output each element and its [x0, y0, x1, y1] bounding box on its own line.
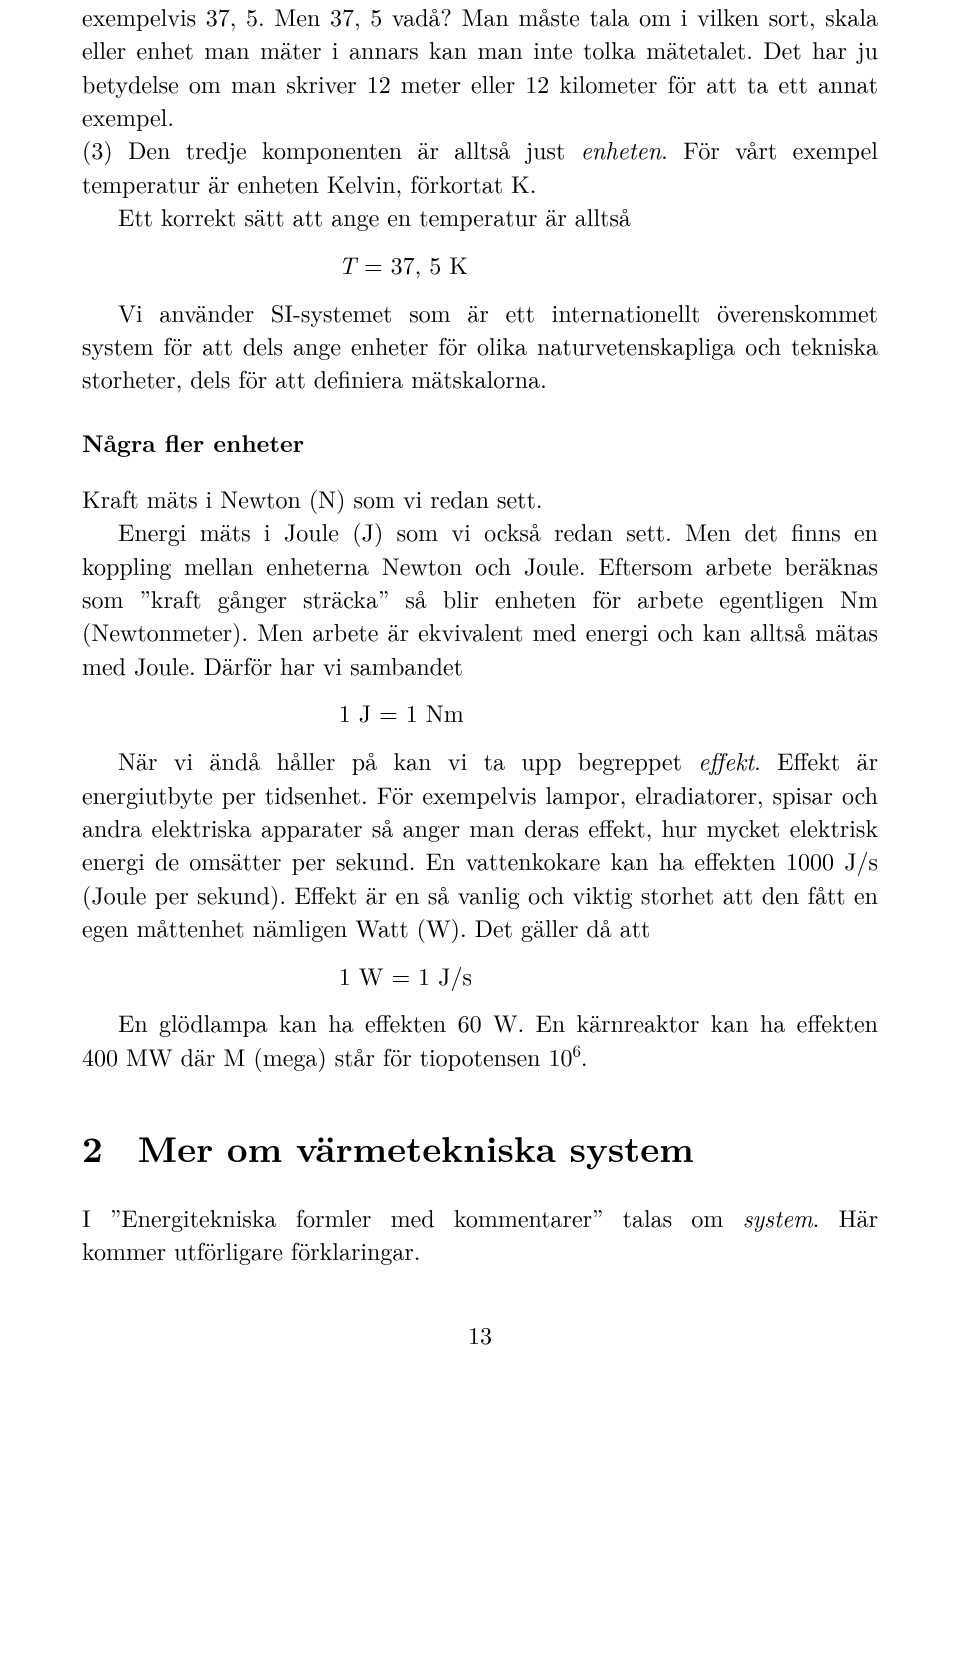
section-number: 2	[82, 1122, 138, 1172]
paragraph-intro: exempelvis 37, 5. Men 37, 5 vadå? Man må…	[82, 0, 878, 133]
eq-text: 1 J = 1 Nm	[339, 695, 464, 729]
heading-more-units: Några fler enheter	[82, 427, 878, 460]
text: När vi ändå håller på kan vi ta upp begr…	[118, 743, 698, 777]
paragraph-joule: Energi mäts i Joule (J) som vi också red…	[82, 515, 878, 682]
paragraph-component-3: (3) Den tredje komponenten är alltså jus…	[82, 133, 878, 200]
paragraph-system-intro: I ”Energitekniska formler med kommentare…	[82, 1201, 878, 1268]
equation-watt: 1 W = 1 J/s	[82, 959, 878, 992]
paragraph-lamp: En glödlampa kan ha effekten 60 W. En kä…	[82, 1006, 878, 1073]
paragraph-effekt: När vi ändå håller på kan vi ta upp begr…	[82, 744, 878, 944]
italic-term-system: system	[743, 1200, 813, 1234]
page-number: 13	[82, 1318, 878, 1351]
text: .	[581, 1039, 588, 1073]
eq-var: T	[339, 247, 356, 281]
text: I ”Energitekniska formler med kommentare…	[82, 1200, 743, 1234]
section-title: Mer om värmetekniska system	[138, 1121, 694, 1173]
italic-term-enheten: enheten	[581, 132, 661, 166]
paragraph-newton: Kraft mäts i Newton (N) som vi redan set…	[82, 482, 878, 515]
section-heading: 2Mer om värmetekniska system	[82, 1122, 878, 1172]
text: (3) Den tredje komponenten är alltså jus…	[82, 132, 581, 166]
equation-temperature: T = 37, 5 K	[82, 248, 878, 281]
eq-text: 1 W = 1 J/s	[339, 958, 472, 992]
eq-unit: K	[449, 247, 468, 281]
superscript-6: 6	[572, 1038, 580, 1062]
paragraph-si: Vi använder SI-systemet som är ett inter…	[82, 296, 878, 396]
text: En glödlampa kan ha effekten 60 W. En kä…	[82, 1005, 878, 1072]
paragraph-lead-eq1: Ett korrekt sätt att ange en temperatur …	[82, 200, 878, 233]
italic-term-effekt: effekt	[698, 743, 754, 777]
page: exempelvis 37, 5. Men 37, 5 vadå? Man må…	[0, 0, 960, 1669]
equation-joule-nm: 1 J = 1 Nm	[82, 696, 878, 729]
eq-rest: = 37, 5	[356, 247, 449, 281]
